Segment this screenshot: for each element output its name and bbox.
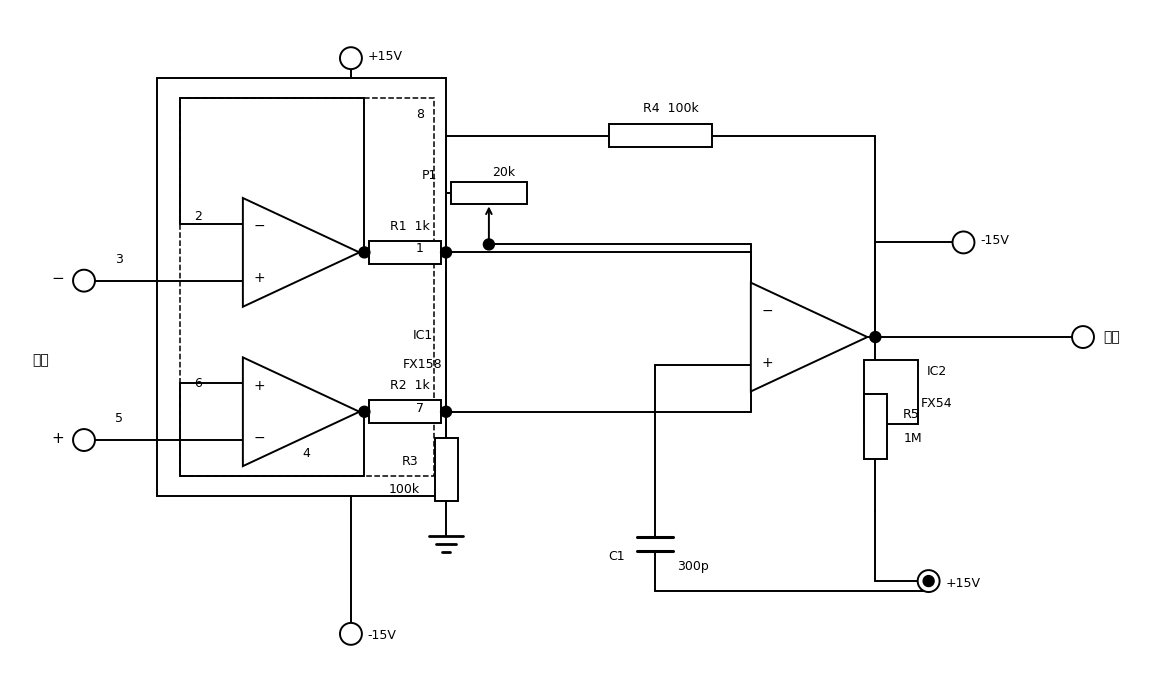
Bar: [435, 438, 457, 501]
Text: +: +: [52, 431, 65, 445]
Text: 300p: 300p: [677, 560, 708, 573]
Text: +15V: +15V: [368, 49, 402, 63]
Circle shape: [917, 570, 940, 592]
Text: −: −: [255, 431, 265, 445]
Circle shape: [73, 270, 95, 291]
Circle shape: [359, 247, 369, 258]
Circle shape: [441, 406, 452, 418]
Circle shape: [952, 231, 975, 254]
Text: −: −: [762, 304, 773, 318]
Circle shape: [359, 406, 369, 418]
Bar: [863, 360, 917, 424]
Text: IC2: IC2: [927, 365, 947, 378]
Text: +: +: [255, 272, 265, 286]
Text: -15V: -15V: [368, 629, 396, 643]
Text: 输出: 输出: [1103, 330, 1120, 344]
Text: 20k: 20k: [493, 166, 515, 179]
Text: IC1: IC1: [413, 328, 433, 342]
Text: R1  1k: R1 1k: [391, 220, 430, 233]
Text: R2  1k: R2 1k: [391, 379, 430, 392]
Text: 5: 5: [115, 412, 123, 425]
Bar: [369, 400, 441, 423]
Text: -15V: -15V: [981, 234, 1009, 247]
Polygon shape: [751, 283, 867, 392]
Circle shape: [483, 239, 494, 250]
Polygon shape: [243, 198, 359, 307]
Text: 8: 8: [415, 108, 423, 121]
Text: 6: 6: [195, 378, 203, 390]
Bar: [609, 124, 712, 147]
Text: FX54: FX54: [921, 397, 952, 411]
Circle shape: [1072, 326, 1094, 348]
Text: +15V: +15V: [945, 576, 981, 590]
Text: −: −: [255, 220, 265, 233]
Circle shape: [870, 332, 881, 342]
Text: +: +: [255, 378, 265, 392]
Circle shape: [340, 47, 362, 69]
Text: −: −: [52, 271, 65, 286]
Text: 1: 1: [415, 243, 423, 255]
Text: R3: R3: [402, 455, 419, 468]
Text: 1M: 1M: [903, 431, 922, 445]
Bar: [863, 394, 887, 459]
Text: 2: 2: [195, 210, 203, 223]
Bar: [157, 78, 446, 496]
Text: 3: 3: [115, 253, 123, 266]
Text: R5: R5: [903, 408, 920, 421]
Bar: [452, 182, 527, 204]
Circle shape: [441, 247, 452, 258]
Text: 100k: 100k: [388, 483, 420, 496]
Circle shape: [73, 429, 95, 451]
Text: P1: P1: [421, 169, 436, 182]
Text: 7: 7: [415, 401, 423, 415]
Polygon shape: [243, 358, 359, 466]
Text: 4: 4: [303, 447, 311, 459]
Text: R4  100k: R4 100k: [643, 102, 699, 116]
Text: 输入: 输入: [32, 353, 48, 367]
Text: C1: C1: [609, 550, 625, 562]
Text: +: +: [762, 356, 773, 370]
Bar: [369, 241, 441, 264]
Text: FX158: FX158: [402, 358, 442, 372]
Circle shape: [923, 576, 934, 587]
Bar: [179, 98, 434, 477]
Circle shape: [340, 623, 362, 645]
